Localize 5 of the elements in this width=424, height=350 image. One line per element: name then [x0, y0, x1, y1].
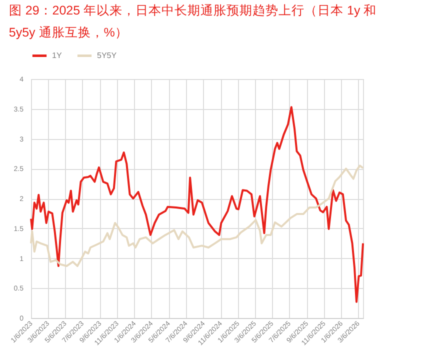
chart-title: 图 29：2025 年以来，日本中长期通胀预期趋势上行（日本 1y 和 5y5y 通胀互换，%） — [8, 4, 377, 40]
legend-label: 5Y5Y — [97, 50, 118, 60]
line-series — [30, 106, 364, 303]
line-series — [30, 164, 364, 268]
legend-label: 1Y — [52, 50, 62, 60]
